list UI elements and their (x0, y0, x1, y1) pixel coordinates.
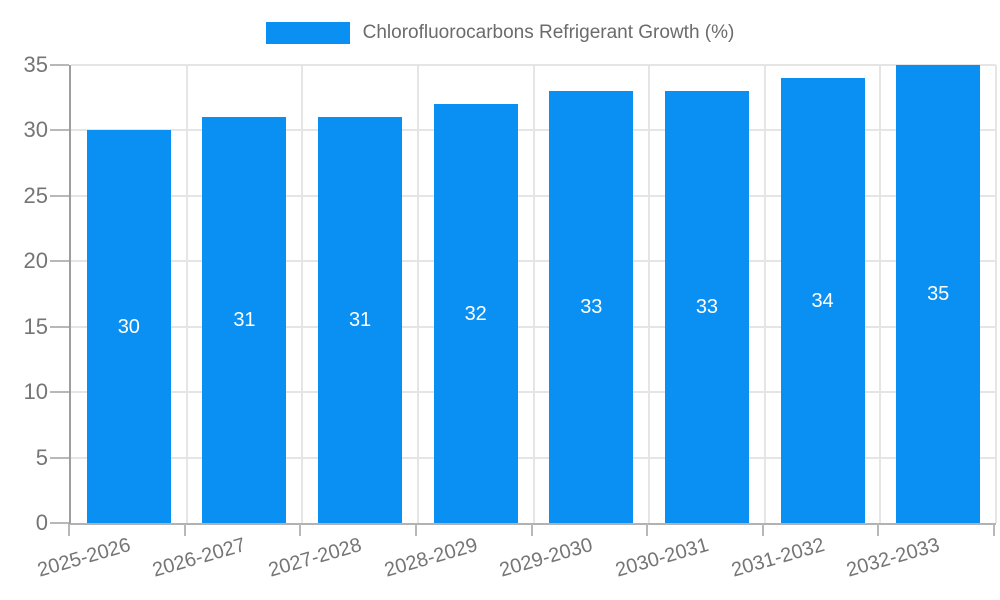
x-axis-tick (530, 524, 533, 536)
gridline-vertical (995, 65, 997, 523)
gridline-vertical (185, 65, 188, 523)
bar[interactable]: 34 (780, 78, 865, 523)
x-axis-tick (761, 524, 764, 536)
y-axis-label: 25 (23, 182, 48, 208)
y-axis-tick (50, 325, 69, 328)
bar-value-label: 35 (927, 283, 950, 305)
y-axis-tick (50, 64, 69, 66)
x-axis-tick (68, 524, 70, 536)
y-axis-tick (50, 522, 69, 524)
gridline-vertical (763, 65, 766, 523)
bar[interactable]: 35 (896, 65, 981, 523)
legend[interactable]: Chlorofluorocarbons Refrigerant Growth (… (0, 20, 1000, 46)
x-axis-tick (877, 524, 880, 536)
y-axis-label: 0 (35, 510, 48, 535)
bar[interactable]: 33 (549, 91, 634, 523)
y-axis-label: 10 (23, 379, 48, 405)
y-axis-label: 15 (23, 313, 48, 339)
bar-value-label: 31 (348, 309, 372, 332)
gridline-vertical (416, 65, 419, 523)
bar-value-label: 30 (117, 315, 140, 338)
x-axis-tick (299, 524, 302, 536)
y-axis-tick (50, 194, 69, 197)
x-axis-tick (183, 524, 186, 536)
gridline-vertical (301, 65, 304, 523)
legend-swatch (265, 22, 350, 44)
x-axis-tick (414, 524, 417, 536)
bar[interactable]: 32 (433, 104, 518, 523)
plot-area: 30 31 31 32 33 33 34 35 (69, 64, 997, 525)
y-axis-tick (50, 456, 69, 459)
bar[interactable]: 33 (664, 91, 749, 523)
y-axis-label: 30 (23, 117, 48, 143)
bar[interactable]: 31 (318, 117, 403, 523)
y-axis-label: 5 (35, 444, 48, 470)
bar-value-label: 33 (580, 296, 603, 319)
bar[interactable]: 31 (202, 117, 287, 523)
gridline-vertical (532, 65, 535, 523)
y-axis-tick (50, 260, 69, 263)
x-axis-tick (646, 524, 649, 536)
x-axis-tick (993, 524, 995, 536)
gridline-vertical (879, 65, 882, 523)
legend-label: Chlorofluorocarbons Refrigerant Growth (… (362, 22, 735, 43)
y-axis-tick (50, 391, 69, 394)
y-axis-label: 20 (23, 248, 48, 274)
bar[interactable]: 30 (86, 130, 171, 523)
y-axis-tick (50, 129, 69, 132)
bar-value-label: 31 (233, 309, 256, 332)
bar-value-label: 32 (464, 302, 487, 325)
y-axis-label: 35 (23, 52, 48, 77)
bar-value-label: 34 (811, 289, 834, 312)
bar-value-label: 33 (695, 296, 719, 319)
gridline-vertical (648, 65, 651, 523)
